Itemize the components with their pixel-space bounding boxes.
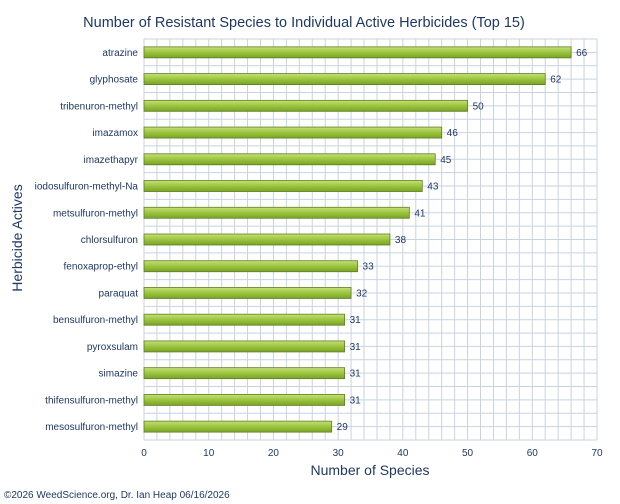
- bar-mesosulfuron-methyl: [143, 420, 333, 433]
- bar-iodosulfuron-methyl-Na: [143, 180, 423, 192]
- y-axis-title: Herbicide Actives: [9, 184, 25, 291]
- x-tick-label: 40: [397, 448, 409, 459]
- data-label: 31: [350, 369, 362, 380]
- bar-thifensulfuron-methyl: [143, 393, 346, 406]
- data-label: 31: [350, 395, 362, 406]
- data-label: 31: [350, 315, 362, 326]
- data-label: 43: [427, 182, 439, 193]
- data-label: 50: [473, 101, 485, 112]
- bar-pyroxsulam: [143, 340, 346, 353]
- x-tick-label: 10: [203, 448, 215, 459]
- data-label: 38: [395, 235, 407, 246]
- bar-simazine: [143, 367, 346, 380]
- data-label: 45: [440, 155, 452, 166]
- category-label: fenoxaprop-ethyl: [64, 262, 139, 273]
- category-label: glyphosate: [90, 75, 139, 86]
- data-label: 66: [576, 48, 588, 59]
- x-tick-label: 60: [527, 448, 539, 459]
- x-axis-title: Number of Species: [310, 462, 429, 478]
- bar-fenoxaprop-ethyl: [143, 260, 358, 273]
- bars: [143, 46, 572, 433]
- bar-atrazine: [143, 46, 572, 59]
- bar-tribenuron-methyl: [143, 99, 468, 112]
- category-label: metsulfuron-methyl: [53, 208, 138, 219]
- data-label: 62: [550, 75, 562, 86]
- category-label: imazamox: [92, 128, 138, 139]
- bar-imazethapyr: [143, 153, 436, 166]
- category-label: chlorsulfuron: [81, 235, 138, 246]
- category-label: simazine: [99, 369, 139, 380]
- bar-metsulfuron-methyl: [143, 206, 410, 219]
- category-label: mesosulfuron-methyl: [45, 422, 138, 433]
- x-tick-label: 30: [333, 448, 345, 459]
- x-tick-label: 70: [591, 448, 603, 459]
- data-label: 41: [414, 208, 426, 219]
- bar-imazamox: [143, 126, 443, 139]
- x-tick-label: 20: [268, 448, 280, 459]
- chart-title: Number of Resistant Species to Individua…: [83, 15, 525, 31]
- data-label: 33: [363, 262, 375, 273]
- bar-glyphosate: [143, 73, 546, 85]
- category-label: atrazine: [102, 48, 138, 59]
- bar-chlorsulfuron: [143, 233, 391, 246]
- category-label: imazethapyr: [84, 155, 139, 166]
- data-label: 29: [337, 422, 349, 433]
- category-label: thifensulfuron-methyl: [45, 395, 138, 406]
- x-tick-label: 50: [462, 448, 474, 459]
- data-label: 31: [350, 342, 362, 353]
- category-label: bensulfuron-methyl: [53, 315, 138, 326]
- data-label: 32: [356, 288, 368, 299]
- category-label: tribenuron-methyl: [60, 101, 138, 112]
- bar-paraquat: [143, 287, 352, 299]
- data-label: 46: [447, 128, 459, 139]
- category-label: paraquat: [99, 288, 139, 299]
- category-label: pyroxsulam: [87, 342, 138, 353]
- category-label: iodosulfuron-methyl-Na: [35, 182, 139, 193]
- bar-bensulfuron-methyl: [143, 313, 346, 326]
- labels: 0 10 20 30 40 50 60 70 atrazine 66 glyphosate 62 tri…: [35, 48, 603, 459]
- x-tick-label: 0: [141, 448, 147, 459]
- copyright-credit: ©2026 WeedScience.org, Dr. Ian Heap 06/1…: [4, 490, 230, 501]
